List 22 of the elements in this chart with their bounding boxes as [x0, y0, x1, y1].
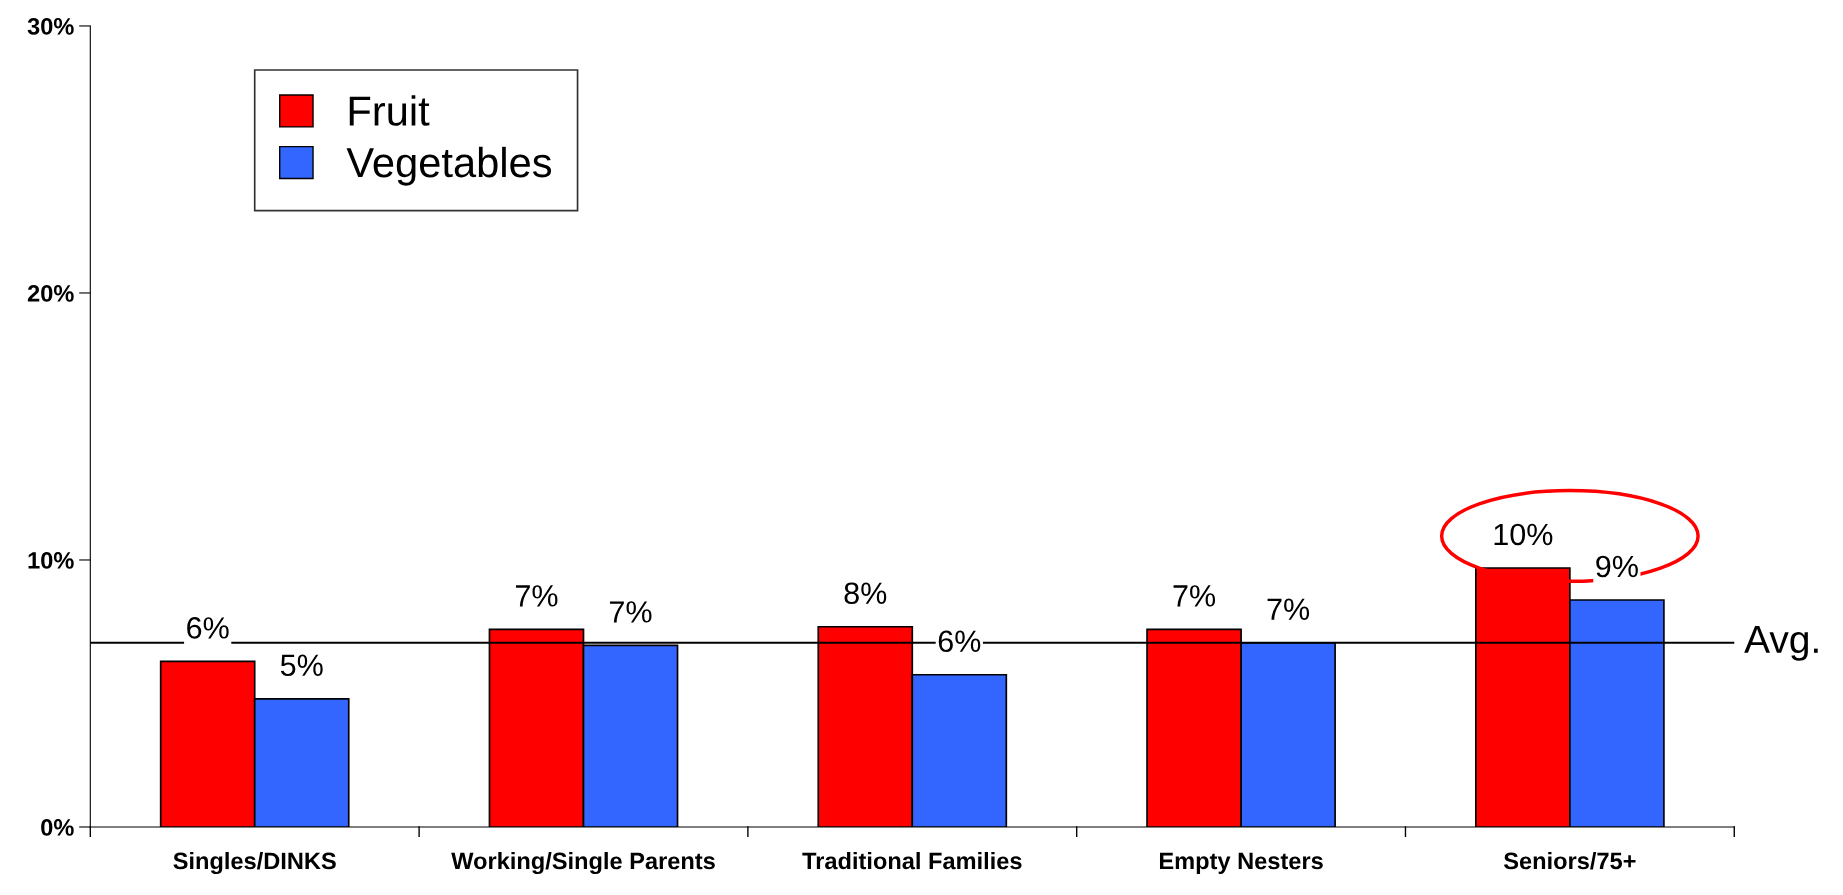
y-tick-label: 0% [41, 819, 74, 836]
x-tick-label: Working/Single Parents [451, 851, 715, 875]
data-label: 7% [610, 601, 652, 623]
x-tick-label: Traditional Families [802, 851, 1022, 870]
data-label: 7% [1267, 598, 1310, 620]
data-label: 6% [938, 630, 981, 653]
data-label: 7% [1173, 585, 1216, 607]
data-label: 6% [187, 617, 229, 639]
data-label: 5% [280, 654, 323, 677]
x-tick-label: Empty Nesters [1159, 852, 1323, 874]
ref-line-label: Avg. [1744, 626, 1818, 661]
legend-label: Vegetables [346, 146, 552, 186]
y-tick-label: 20% [27, 285, 74, 302]
data-label: 7% [515, 585, 558, 607]
x-tick-label: Singles/DINKS [173, 851, 336, 875]
data-label: 10% [1494, 523, 1553, 546]
y-tick-label: 10% [28, 552, 74, 569]
x-tick-label: Seniors/75+ [1503, 851, 1636, 870]
data-label: 8% [844, 582, 887, 605]
y-tick-label: 30% [27, 18, 74, 35]
legend-label: Fruit [349, 95, 430, 126]
data-label: 9% [1596, 555, 1638, 578]
